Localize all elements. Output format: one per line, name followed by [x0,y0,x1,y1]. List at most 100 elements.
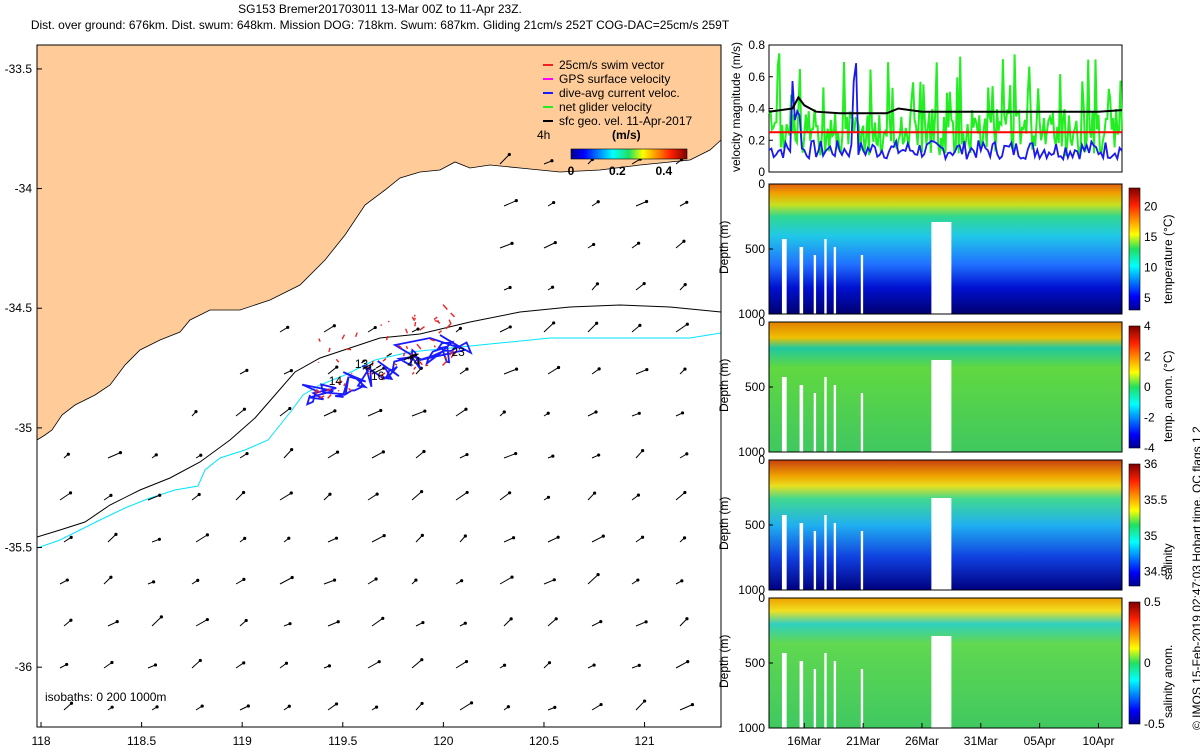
current-arrow-head [683,490,687,495]
current-arrow [195,534,208,543]
speed-colorbar-left-label: 4h [537,128,550,142]
current-arrow-head [463,621,467,625]
current-arrow-head [638,323,642,327]
current-arrow-head [373,325,377,330]
current-arrow [587,322,598,333]
current-arrow-head [510,241,514,246]
colorbar-tick-label: 35.5 [1144,493,1168,507]
current-arrow [279,577,293,585]
section-data-gap [931,360,952,452]
current-arrow-head [244,618,248,623]
map-x-axis: 118 118.5 119 119.5 120 120.5 121 [31,722,655,748]
current-arrow-head [246,704,250,708]
current-arrow-head [644,620,648,624]
swim-vector [346,348,352,351]
colorbar-tick-label: 34.5 [1144,565,1168,579]
current-arrow-head [594,410,598,414]
current-arrow-head [333,409,337,413]
current-arrow [323,325,335,333]
current-arrow-head [637,663,641,667]
section-data-gap [799,247,804,314]
current-arrow-head [205,533,210,537]
section-data-gap [833,385,837,452]
current-arrow [503,368,517,375]
current-arrow [411,659,423,669]
current-arrow-head [554,617,558,621]
velocity-panel: 0 0.2 0.4 0.6 0.8 velocity magnitude (m/s) [729,38,1123,179]
swim-vector [419,326,425,331]
current-arrow-head [685,322,689,326]
current-arrow [631,324,641,333]
section-colorbar [1128,187,1141,311]
current-arrow-head [685,200,689,204]
swim-vector [429,338,435,342]
net-velocity-vector [370,368,376,373]
current-arrow-head [596,572,600,577]
section-data-gap [813,255,817,314]
section-data-gap [860,393,864,452]
current-arrow-head [553,705,557,709]
section-y-tick-label: 500 [745,242,765,256]
speed-colorbar-ticks: 0 0.2 0.4 [568,164,673,178]
current-arrow-head [241,490,246,495]
swim-vector [327,394,332,399]
current-arrow-head [290,448,294,452]
isobath-1000m [37,332,721,549]
current-arrow-head [423,409,427,413]
swim-vector [315,388,321,394]
current-arrow [635,621,647,627]
time-x-tick-label: 26Mar [905,734,939,748]
swim-vector [442,360,448,367]
current-arrow-head [508,491,512,495]
current-arrow [371,617,384,627]
current-arrow [675,492,686,501]
current-arrow-head [328,492,332,496]
map-y-tick-label: -36 [15,660,33,674]
net-velocity-vector [403,356,410,361]
current-arrow [503,537,514,543]
section-data-gap [824,377,827,452]
velocity-series-line [768,95,1123,115]
section-data-gap [813,393,817,452]
current-arrow-head [242,577,246,582]
swim-vector [413,317,417,320]
map-y-tick-label: -35.5 [5,541,33,555]
current-arrow-head [332,578,337,582]
section-y-tick-label: 1000 [738,445,765,459]
current-arrow-head [243,536,247,540]
current-arrow-head [509,617,513,621]
section-data-gap [824,239,827,314]
section-data-gap [833,523,837,590]
swim-vector [337,389,340,392]
dive-avg-velocity-line [768,63,1123,162]
current-arrow-head [508,325,512,329]
current-arrow [635,283,645,291]
colorbar-tick-label: -4 [1144,441,1155,455]
current-arrow-head [118,451,123,455]
section-y-tick-label: 1000 [738,583,765,597]
time-x-tick-label: 10Apr [1082,734,1114,748]
net-velocity-vector [361,359,367,364]
colorbar-label: salinity anom. [1161,645,1175,718]
current-arrow [547,536,559,543]
current-arrow [63,702,72,711]
current-arrow-head [66,452,70,456]
swim-vector [387,320,390,323]
net-velocity-vector [409,355,416,360]
current-arrow-head [422,449,426,454]
section-data-gap [860,669,864,728]
current-arrow-head [644,199,649,204]
velocity-series [768,53,1123,162]
current-arrow-head [416,327,420,331]
map-x-tick-label: 120.5 [529,734,559,748]
swim-vector [438,330,443,334]
speed-colorbar-tick-label: 0.4 [655,164,672,178]
swim-vector [354,332,358,338]
isobath-200m [37,304,721,538]
current-arrow-head [514,199,518,203]
swim-vector [448,319,452,325]
track-day-label: 16 [371,369,385,383]
colorbar-tick-label: 0 [1144,656,1151,670]
current-arrow-head [595,321,599,325]
swim-vector [411,371,415,375]
